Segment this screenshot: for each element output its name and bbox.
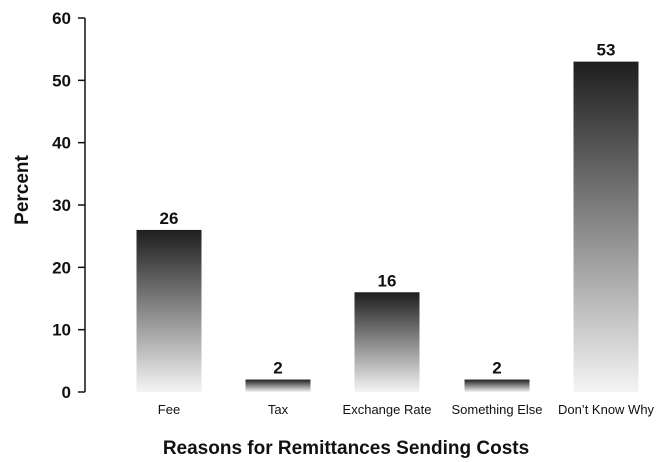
y-tick-label: 20 xyxy=(52,258,71,277)
bar xyxy=(245,379,311,392)
category-label: Tax xyxy=(268,402,289,417)
bar-value-label: 2 xyxy=(492,359,501,378)
y-tick-label: 0 xyxy=(62,383,71,402)
bar-value-label: 53 xyxy=(597,41,616,60)
bar xyxy=(464,379,530,392)
y-tick-label: 30 xyxy=(52,196,71,215)
bar-value-label: 16 xyxy=(378,271,397,290)
y-tick-label: 50 xyxy=(52,71,71,90)
bar xyxy=(136,229,202,392)
y-axis-ticks: 0 10 20 30 40 50 60 xyxy=(52,9,85,402)
y-tick-label: 40 xyxy=(52,134,71,153)
category-label: Don’t Know Why xyxy=(558,402,655,417)
category-label: Fee xyxy=(158,402,180,417)
bar-value-label: 26 xyxy=(160,209,179,228)
bar-value-label: 2 xyxy=(273,359,282,378)
value-labels-group: 26 2 16 2 53 xyxy=(160,41,616,378)
category-label: Something Else xyxy=(451,402,542,417)
bars-group xyxy=(136,61,639,393)
y-axis-title: Percent xyxy=(12,154,33,224)
y-tick-label: 60 xyxy=(52,9,71,28)
category-label: Exchange Rate xyxy=(343,402,432,417)
bar xyxy=(573,61,639,393)
category-labels-group: Fee Tax Exchange Rate Something Else Don’t K… xyxy=(158,402,655,417)
y-tick-label: 10 xyxy=(52,321,71,340)
x-axis-title: Reasons for Remittances Sending Costs xyxy=(163,438,529,459)
bar xyxy=(354,292,420,392)
